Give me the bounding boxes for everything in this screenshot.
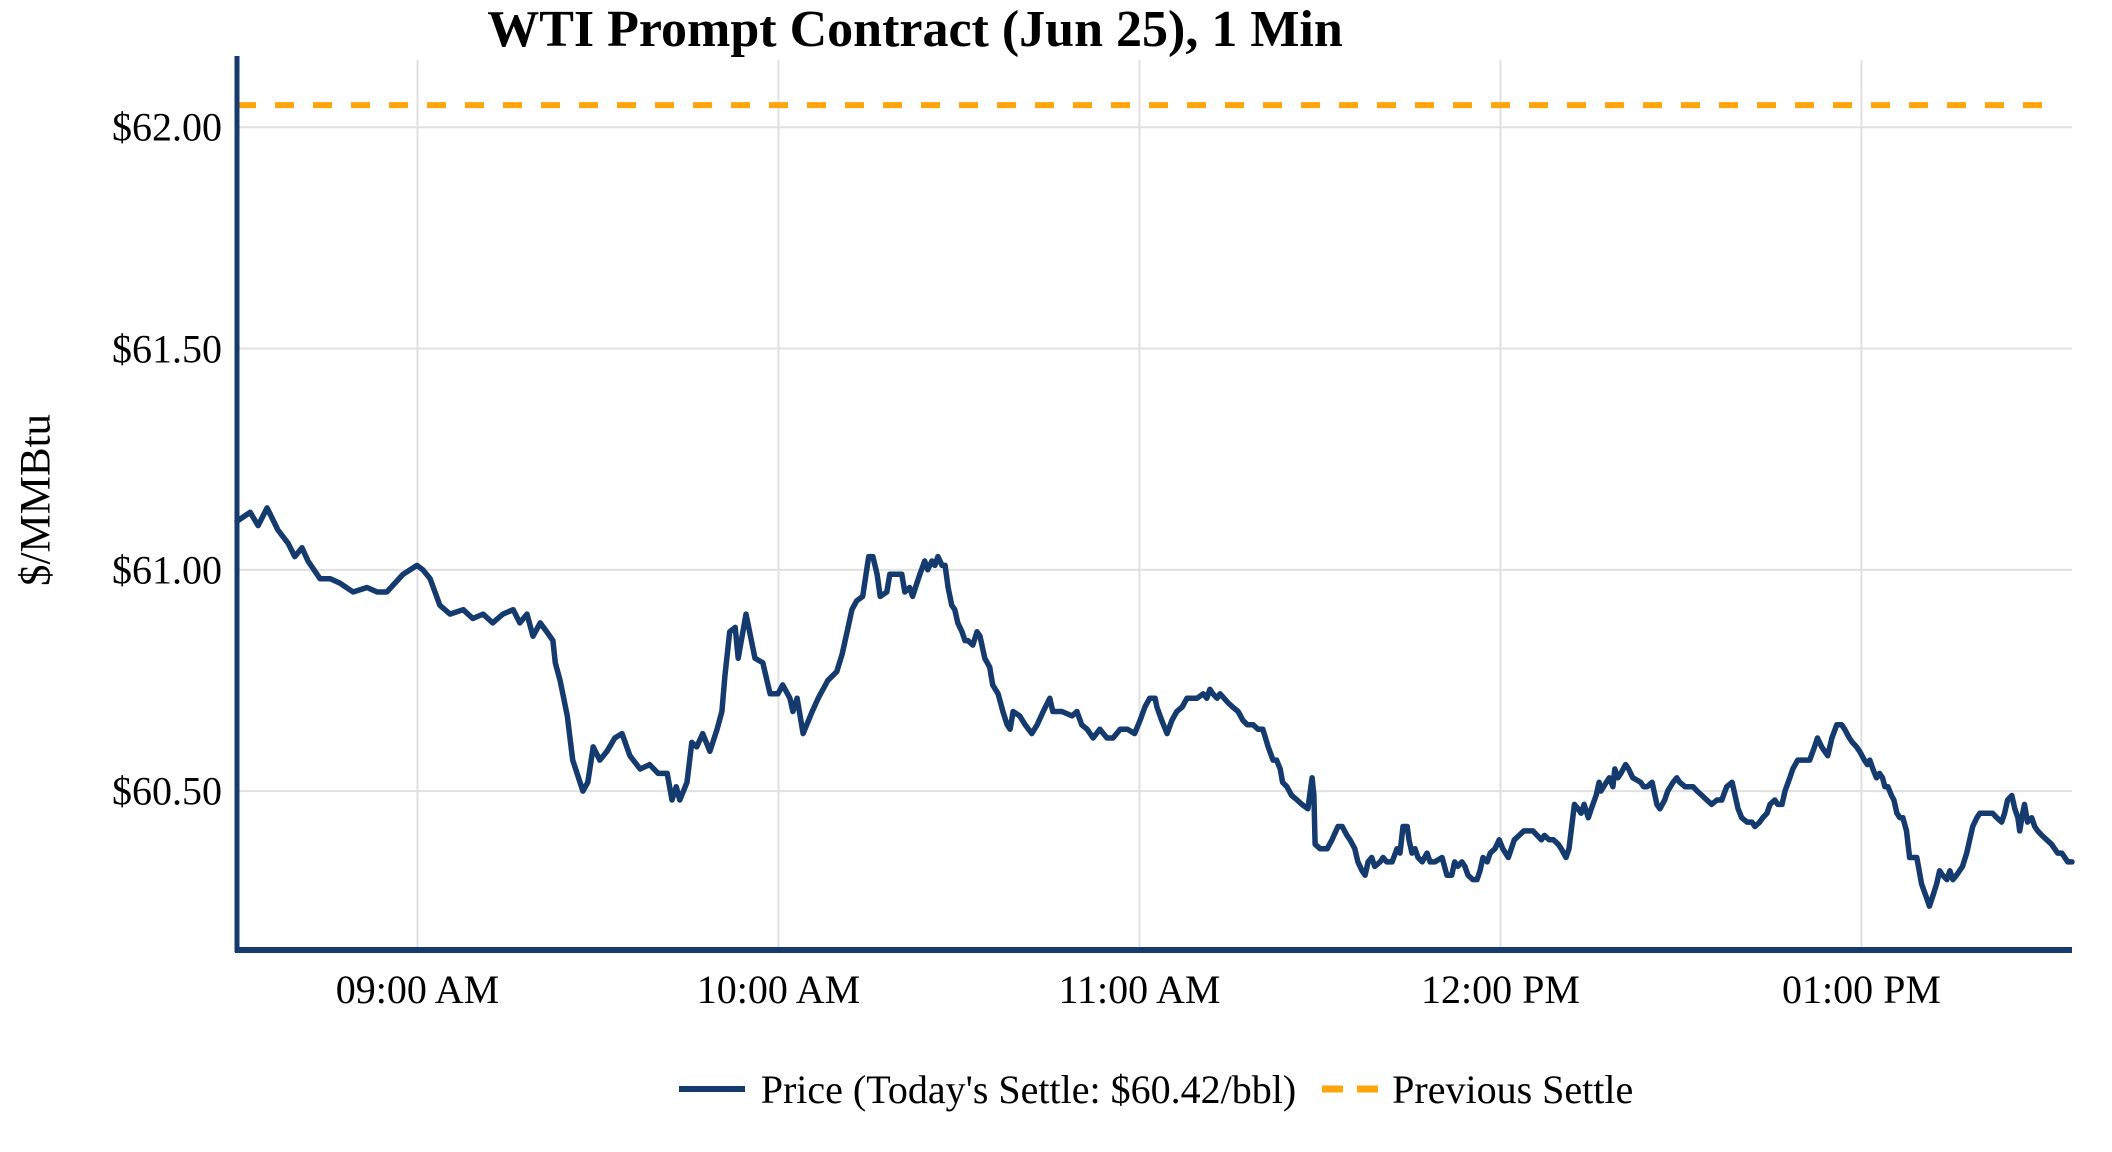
legend: Price (Today's Settle: $60.42/bbl) Previ… xyxy=(237,1058,2073,1120)
y-tick-label: $60.50 xyxy=(112,768,222,814)
previous-settle-dash-swatch-icon xyxy=(1322,1085,1379,1093)
legend-item-price: Price (Today's Settle: $60.42/bbl) xyxy=(677,1066,1296,1113)
legend-previous-settle-label: Previous Settle xyxy=(1392,1066,1634,1112)
y-tick-label: $61.00 xyxy=(112,547,222,593)
chart-title: WTI Prompt Contract (Jun 25), 1 Min xyxy=(487,1,1343,58)
x-tick-label: 10:00 AM xyxy=(696,967,861,1012)
y-tick-label: $62.00 xyxy=(112,104,222,150)
x-tick-label: 11:00 AM xyxy=(1058,967,1221,1012)
price-line-series xyxy=(234,505,2075,909)
y-axis-title: $/MMBtu xyxy=(12,413,60,587)
legend-item-previous-settle: Previous Settle xyxy=(1322,1066,1633,1113)
x-tick-label: 01:00 PM xyxy=(1781,967,1941,1012)
legend-price-label: Price (Today's Settle: $60.42/bbl) xyxy=(760,1066,1297,1112)
x-tick-label: 12:00 PM xyxy=(1420,967,1580,1012)
price-line-swatch-icon xyxy=(678,1086,745,1092)
x-tick-label: 09:00 AM xyxy=(335,967,500,1012)
y-tick-label: $61.50 xyxy=(112,326,222,372)
